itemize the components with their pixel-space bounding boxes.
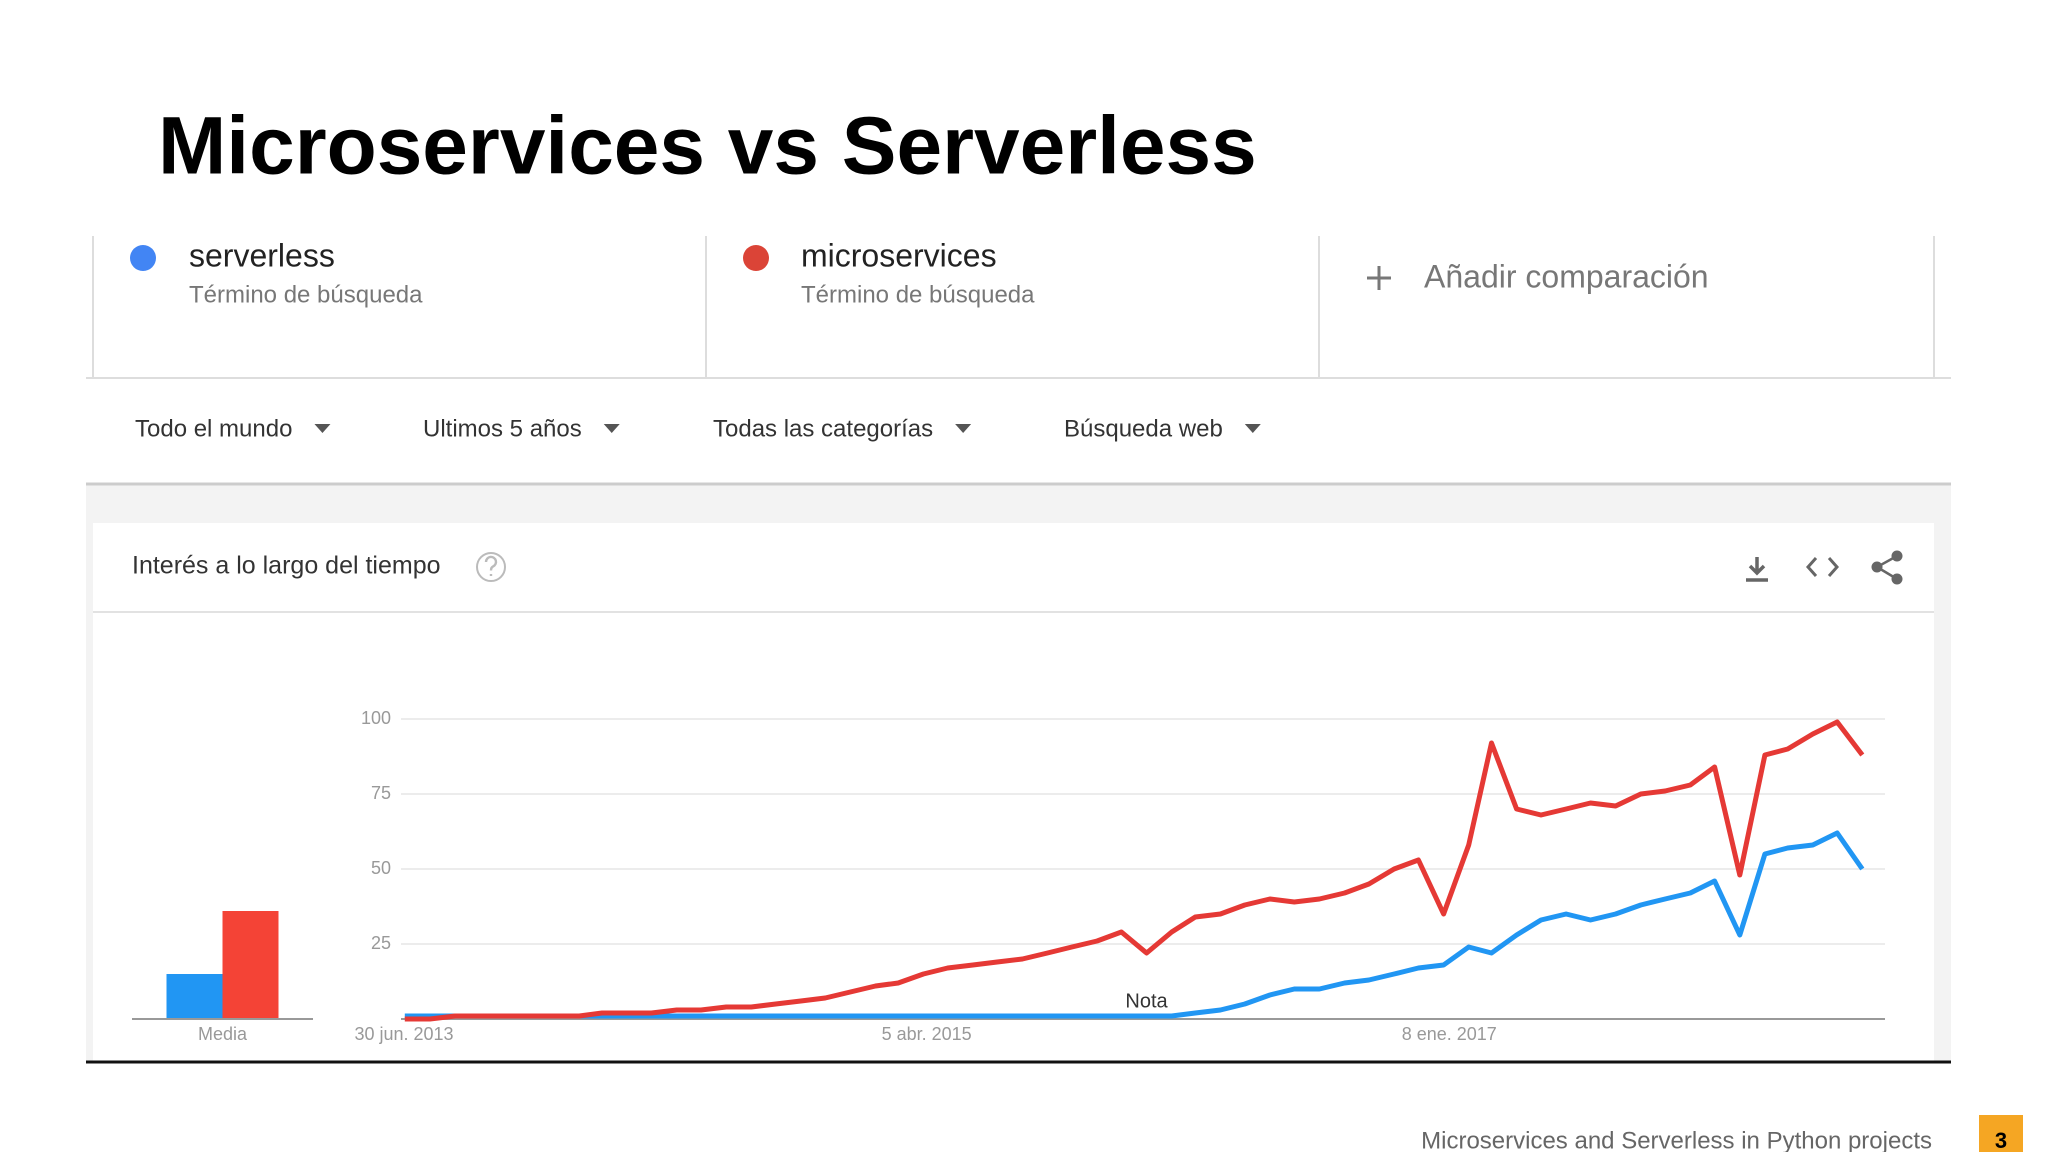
embed-icon[interactable] [1805, 557, 1840, 577]
plus-icon[interactable] [1367, 266, 1391, 290]
y-tick-label: 25 [371, 933, 391, 953]
line-series [404, 719, 1865, 1022]
filter[interactable]: Todo el mundo [135, 415, 292, 442]
search-term[interactable]: microservices [801, 237, 997, 273]
dropdown-arrow [603, 424, 620, 433]
y-tick-label: 75 [371, 783, 391, 803]
page-number: 3 [1995, 1128, 2007, 1152]
y-tick-label: 100 [361, 708, 391, 728]
annotation: Nota [1125, 990, 1168, 1012]
help-circle [476, 552, 506, 582]
footer-text: Microservices and Serverless in Python p… [1421, 1127, 1932, 1152]
page-number-box [1979, 1115, 2023, 1152]
dropdown-arrow [1244, 424, 1261, 433]
microservices-dot [743, 245, 769, 271]
category-label: Media [198, 1024, 248, 1044]
x-tick-label: 8 ene. 2017 [1402, 1024, 1497, 1044]
serverless-dot [130, 245, 156, 271]
filters: Todo el mundo Ultimos 5 años Todas las cat… [135, 415, 1261, 442]
slide-title: Microservices vs Serverless [158, 101, 1257, 192]
add-comparison[interactable]: Añadir comparación [1424, 258, 1709, 294]
help-glyph [484, 555, 498, 576]
dropdown-arrow [955, 424, 972, 433]
panel-title: Interés a lo largo del tiempo [132, 552, 441, 580]
share-lines [1874, 554, 1898, 581]
dropdown-arrow [314, 424, 331, 433]
share-icon[interactable] [1871, 550, 1903, 585]
download-icon[interactable] [1746, 557, 1768, 582]
search-term[interactable]: serverless [189, 237, 335, 273]
chart: 25 50 75 100 30 jun. 2013 5 abr. 2015 8 ene. 2… [132, 708, 1885, 1044]
line-series [404, 830, 1865, 1019]
x-tick-label: 30 jun. 2013 [354, 1024, 453, 1044]
search-cards: serverless Término de búsqueda microserv… [86, 236, 1951, 379]
filter[interactable]: Ultimos 5 años [423, 415, 582, 442]
y-tick-label: 50 [371, 858, 391, 878]
average-bar [166, 974, 223, 1019]
filter[interactable]: Todas las categorías [713, 415, 933, 442]
average-bar [222, 911, 279, 1019]
filter[interactable]: Búsqueda web [1064, 415, 1223, 442]
help-icon[interactable] [476, 552, 506, 582]
search-term-type: Término de búsqueda [801, 281, 1035, 308]
x-tick-label: 5 abr. 2015 [882, 1024, 972, 1044]
search-term-type: Término de búsqueda [189, 281, 423, 308]
